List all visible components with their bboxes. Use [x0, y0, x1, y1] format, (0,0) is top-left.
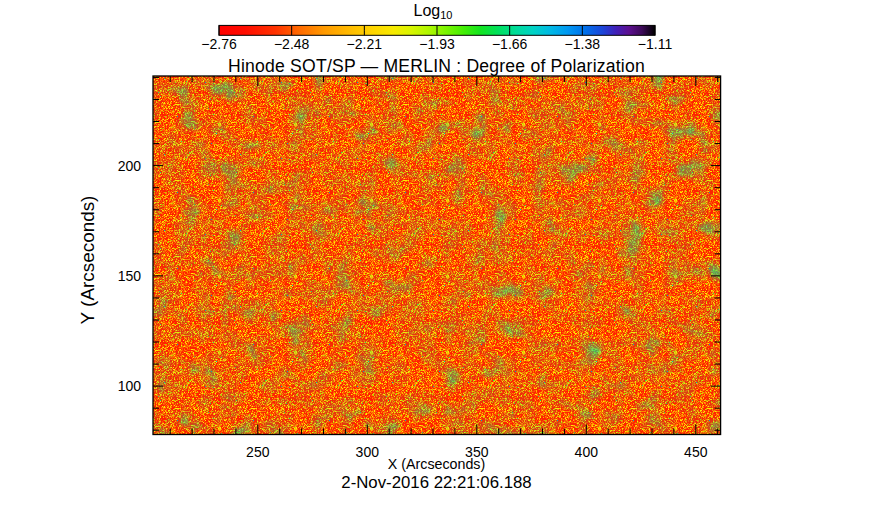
svg-text:2-Nov-2016 22:21:06.188: 2-Nov-2016 22:21:06.188: [341, 473, 531, 492]
svg-text:100: 100: [118, 378, 142, 394]
svg-text:Hinode SOT/SP — MERLIN : Degre: Hinode SOT/SP — MERLIN : Degree of Polar…: [228, 56, 645, 76]
svg-text:−1.66: −1.66: [492, 36, 528, 52]
svg-text:200: 200: [118, 158, 142, 174]
svg-text:−1.11: −1.11: [638, 36, 673, 52]
svg-text:−2.48: −2.48: [274, 36, 310, 52]
svg-text:−2.21: −2.21: [347, 36, 383, 52]
svg-text:Y (Arcseconds): Y (Arcseconds): [77, 196, 98, 325]
svg-text:−1.38: −1.38: [565, 36, 601, 52]
svg-text:250: 250: [246, 444, 270, 460]
svg-text:Log10: Log10: [414, 2, 453, 21]
svg-text:X (Arcseconds): X (Arcseconds): [388, 456, 485, 472]
svg-text:150: 150: [118, 268, 142, 284]
svg-text:400: 400: [575, 444, 599, 460]
svg-text:−1.93: −1.93: [419, 36, 455, 52]
svg-text:−2.76: −2.76: [201, 36, 237, 52]
svg-text:300: 300: [356, 444, 380, 460]
svg-text:450: 450: [684, 444, 708, 460]
